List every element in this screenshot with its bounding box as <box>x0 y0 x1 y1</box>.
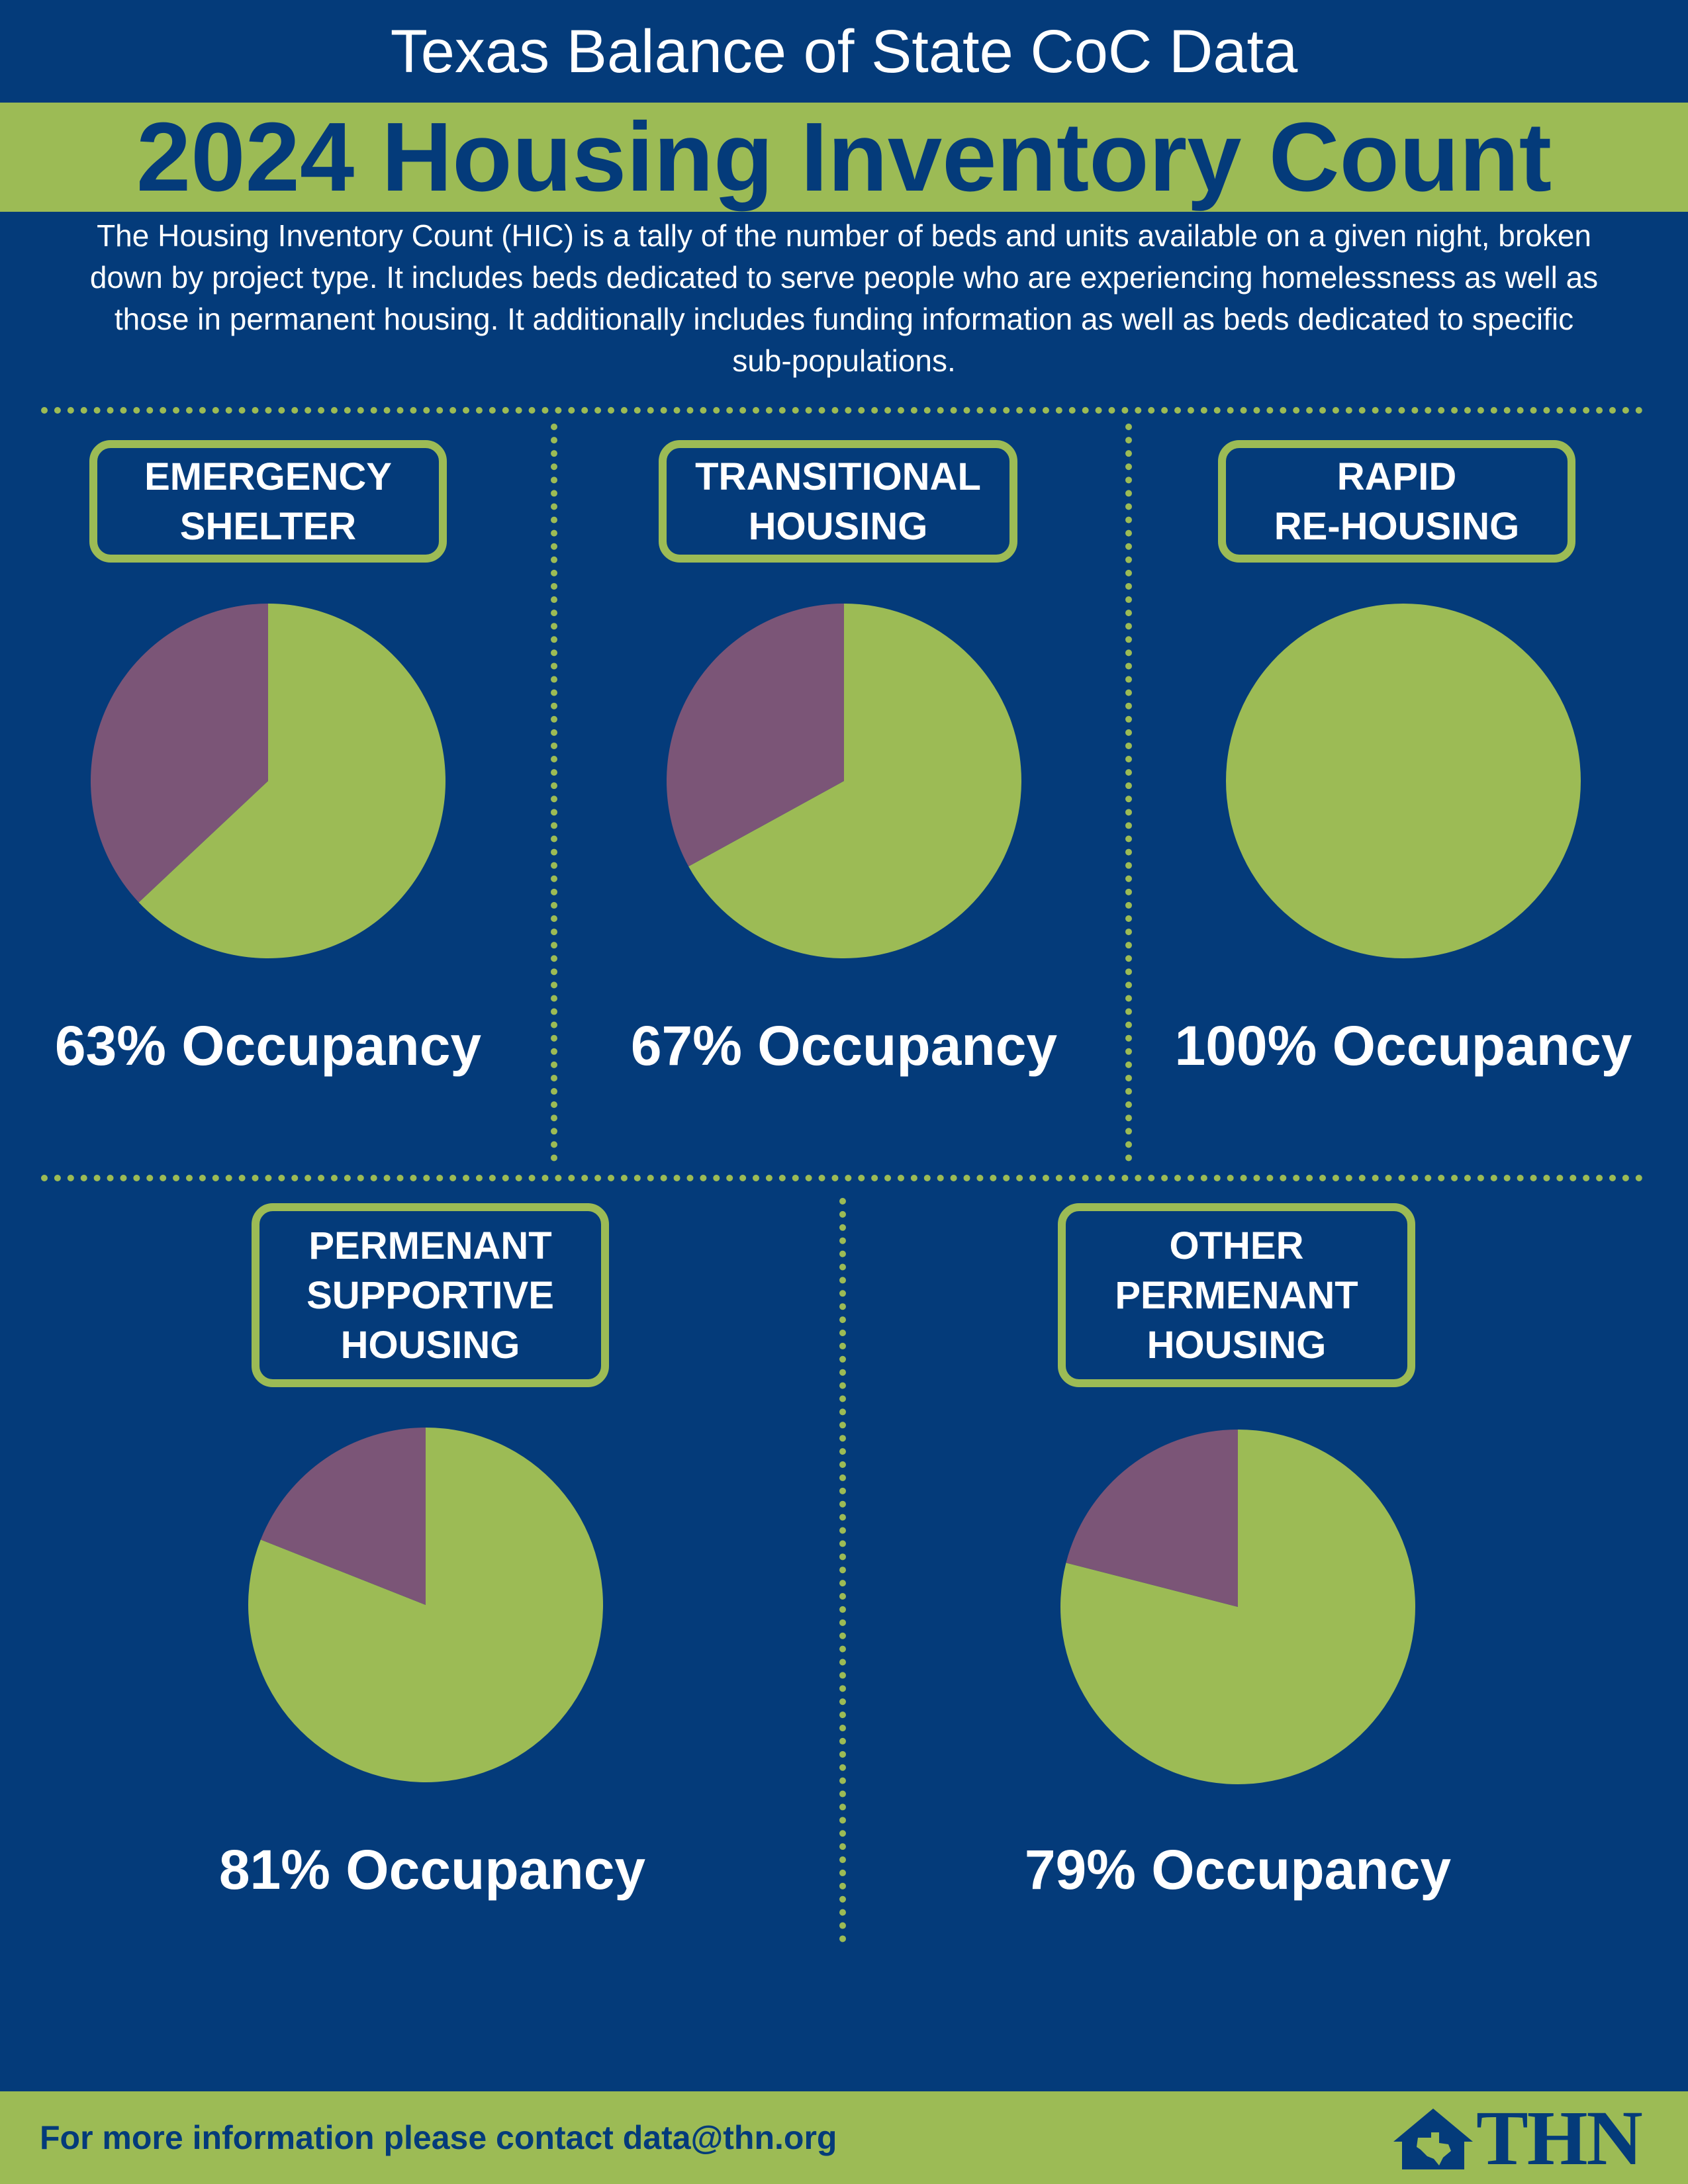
contact-text: For more information please contact data… <box>40 2119 837 2156</box>
label-box-other-permanent-housing: OTHER PERMENANT HOUSING <box>1058 1203 1415 1387</box>
page-title: 2024 Housing Inventory Count <box>136 103 1552 212</box>
occupancy-label: 81% Occupancy <box>218 1839 646 1901</box>
pie-chart-other-permanent-housing <box>1060 1430 1415 1784</box>
pie-slice-occupied <box>248 1428 604 1782</box>
panel-label: RAPID RE-HOUSING <box>1274 455 1520 548</box>
panel-label: EMERGENCY SHELTER <box>144 455 392 548</box>
pie-slice-occupied <box>138 604 446 958</box>
footer: For more information please contact data… <box>0 2091 1688 2184</box>
occupancy-label: 63% Occupancy <box>54 1015 482 1077</box>
label-box-emergency-shelter: EMERGENCY SHELTER <box>89 440 447 563</box>
pie-slice-unoccupied <box>91 604 269 903</box>
pie-slice-occupied <box>1226 604 1581 958</box>
top-divider <box>41 407 1643 420</box>
divider-vertical-2 <box>1125 424 1139 1161</box>
label-box-permanent-supportive-housing: PERMENANT SUPPORTIVE HOUSING <box>252 1203 609 1387</box>
texas-house-icon <box>1393 2109 1473 2169</box>
pie-slice-unoccupied <box>667 604 844 867</box>
intro-text: The Housing Inventory Count (HIC) is a t… <box>89 218 1599 378</box>
divider-vertical-3 <box>839 1198 853 1942</box>
super-title: Texas Balance of State CoC Data <box>390 18 1298 85</box>
occupancy-label: 79% Occupancy <box>1024 1839 1452 1901</box>
panel-label: PERMENANT SUPPORTIVE HOUSING <box>306 1224 554 1367</box>
divider-vertical-1 <box>551 424 564 1161</box>
pie-slice-unoccupied <box>260 1428 426 1605</box>
pie-chart-emergency-shelter <box>91 604 446 958</box>
title-band: 2024 Housing Inventory Count <box>0 103 1688 212</box>
pie-chart-transitional-housing <box>667 604 1021 958</box>
logo-text: THN <box>1476 2095 1643 2181</box>
label-box-transitional-housing: TRANSITIONAL HOUSING <box>659 440 1017 563</box>
pie-chart-rapid-re-housing <box>1226 604 1581 958</box>
occupancy-label: 100% Occupancy <box>1174 1015 1632 1077</box>
label-box-rapid-re-housing: RAPID RE-HOUSING <box>1218 440 1575 563</box>
pie-slice-unoccupied <box>1066 1430 1238 1607</box>
thn-logo: THN <box>1390 2095 1643 2181</box>
occupancy-label: 67% Occupancy <box>630 1015 1058 1077</box>
pie-slice-occupied <box>688 604 1021 958</box>
panel-label: OTHER PERMENANT HOUSING <box>1115 1224 1358 1367</box>
middle-divider <box>41 1175 1643 1188</box>
pie-chart-permanent-supportive-housing <box>248 1428 604 1782</box>
panel-label: TRANSITIONAL HOUSING <box>695 455 981 548</box>
